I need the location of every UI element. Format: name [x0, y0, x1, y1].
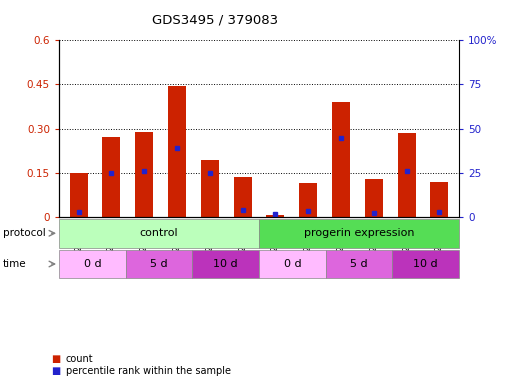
Text: GDS3495 / 379083: GDS3495 / 379083: [152, 13, 279, 26]
Bar: [398, 133, 416, 217]
Bar: [365, 179, 383, 217]
Bar: [332, 102, 350, 217]
Text: 10 d: 10 d: [213, 259, 238, 269]
Text: 5 d: 5 d: [150, 259, 168, 269]
Bar: [430, 182, 448, 217]
Text: progerin expression: progerin expression: [304, 228, 415, 238]
Text: percentile rank within the sample: percentile rank within the sample: [66, 366, 231, 376]
Bar: [135, 132, 153, 217]
Text: protocol: protocol: [3, 228, 45, 238]
Bar: [70, 173, 88, 217]
Bar: [266, 215, 285, 217]
Bar: [103, 137, 121, 217]
Text: 5 d: 5 d: [350, 259, 368, 269]
Text: count: count: [66, 354, 93, 364]
Text: 0 d: 0 d: [284, 259, 301, 269]
Text: time: time: [3, 259, 26, 269]
Text: control: control: [140, 228, 179, 238]
Bar: [168, 86, 186, 217]
Text: 0 d: 0 d: [84, 259, 101, 269]
Text: ■: ■: [51, 366, 61, 376]
Text: 10 d: 10 d: [413, 259, 438, 269]
Bar: [201, 160, 219, 217]
Bar: [299, 183, 317, 217]
Bar: [233, 177, 252, 217]
Text: ■: ■: [51, 354, 61, 364]
